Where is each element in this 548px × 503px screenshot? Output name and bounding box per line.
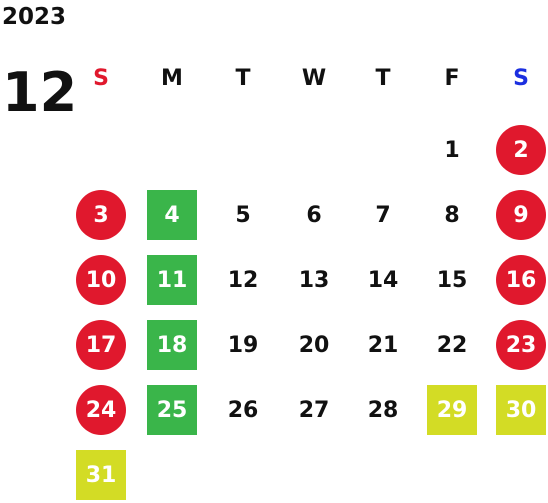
- day-cell-2[interactable]: 2: [496, 125, 546, 175]
- weekday-label: W: [301, 66, 327, 91]
- day-cell-7[interactable]: 7: [375, 202, 391, 228]
- day-cell-15[interactable]: 15: [436, 267, 468, 293]
- day-cell-21[interactable]: 21: [367, 332, 399, 358]
- day-cell-18[interactable]: 18: [147, 320, 197, 370]
- weekday-label: T: [235, 66, 251, 91]
- day-cell-23[interactable]: 23: [496, 320, 546, 370]
- day-cell-13[interactable]: 13: [298, 267, 330, 293]
- day-cell-3[interactable]: 3: [76, 190, 126, 240]
- day-cell-8[interactable]: 8: [444, 202, 460, 228]
- day-cell-9[interactable]: 9: [496, 190, 546, 240]
- day-cell-4[interactable]: 4: [147, 190, 197, 240]
- weekday-label: F: [444, 66, 460, 91]
- day-cell-25[interactable]: 25: [147, 385, 197, 435]
- day-cell-31[interactable]: 31: [76, 450, 126, 500]
- day-cell-10[interactable]: 10: [76, 255, 126, 305]
- day-cell-28[interactable]: 28: [367, 397, 399, 423]
- weekday-label: S: [513, 66, 529, 91]
- day-cell-19[interactable]: 19: [227, 332, 259, 358]
- day-cell-17[interactable]: 17: [76, 320, 126, 370]
- weekday-label: S: [93, 66, 109, 91]
- day-cell-14[interactable]: 14: [367, 267, 399, 293]
- day-cell-6[interactable]: 6: [306, 202, 322, 228]
- day-cell-12[interactable]: 12: [227, 267, 259, 293]
- day-cell-16[interactable]: 16: [496, 255, 546, 305]
- day-cell-29[interactable]: 29: [427, 385, 477, 435]
- weekday-label: M: [161, 66, 183, 91]
- weekday-label: T: [375, 66, 391, 91]
- day-cell-22[interactable]: 22: [436, 332, 468, 358]
- day-cell-26[interactable]: 26: [227, 397, 259, 423]
- day-cell-24[interactable]: 24: [76, 385, 126, 435]
- day-cell-11[interactable]: 11: [147, 255, 197, 305]
- calendar-year: 2023: [2, 4, 67, 30]
- day-cell-20[interactable]: 20: [298, 332, 330, 358]
- day-cell-30[interactable]: 30: [496, 385, 546, 435]
- day-cell-1[interactable]: 1: [444, 137, 460, 163]
- day-cell-27[interactable]: 27: [298, 397, 330, 423]
- calendar-month: 12: [2, 61, 78, 124]
- day-cell-5[interactable]: 5: [235, 202, 251, 228]
